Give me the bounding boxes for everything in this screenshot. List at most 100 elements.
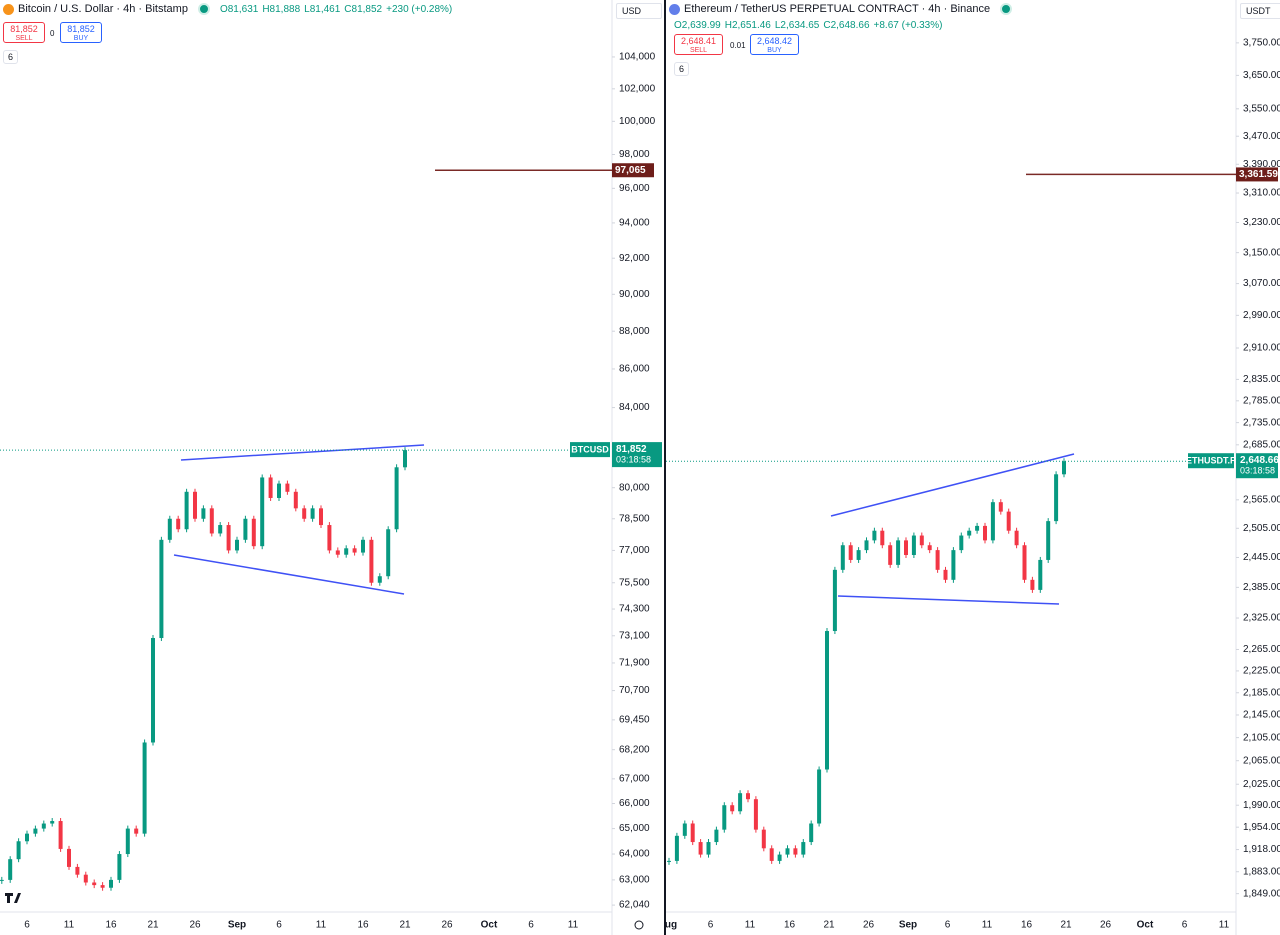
candle xyxy=(8,859,13,880)
candle xyxy=(935,550,940,570)
sell-price: 81,852 xyxy=(10,24,38,34)
y-tick-label: 71,900 xyxy=(619,658,650,669)
candle xyxy=(134,828,139,834)
x-tick-label: 11 xyxy=(745,920,756,931)
currency-select[interactable]: USDT xyxy=(1240,3,1280,19)
trend-line xyxy=(830,453,1075,517)
y-tick-label: 2,105.00 xyxy=(1243,732,1280,743)
last-price-label: 81,852 xyxy=(616,444,647,455)
symbol-title: Bitcoin / U.S. Dollar · 4h · Bitstamp xyxy=(18,3,188,15)
symbol-tag xyxy=(570,442,610,458)
symbol-icon xyxy=(669,3,680,15)
x-tick-label: Sep xyxy=(228,920,246,931)
x-tick-label: 11 xyxy=(568,920,579,931)
candle xyxy=(235,539,239,551)
ohlc-value: +8.67 (+0.33%) xyxy=(873,20,943,31)
y-tick-label: 92,000 xyxy=(619,253,650,264)
candle xyxy=(1046,521,1051,560)
candle xyxy=(167,518,172,540)
candle xyxy=(1030,579,1035,590)
candle xyxy=(975,525,980,531)
ohlc-value: H81,888 xyxy=(262,3,301,15)
candle xyxy=(911,535,916,556)
chart-pane: 104,000 102,000 100,000 98,000 96,000 94,000 9… xyxy=(0,0,666,935)
market-status xyxy=(1000,3,1013,15)
ohlc-values: O81,631 H81,888 L81,461 C81,852 +230 (+0.28%… xyxy=(220,4,456,15)
candle xyxy=(951,550,956,580)
y-tick-label: 69,450 xyxy=(619,715,650,726)
ohlc-value: C2,648.66 xyxy=(823,20,870,31)
candle xyxy=(33,828,38,834)
x-tick-label: 16 xyxy=(1021,920,1033,931)
sell-button[interactable]: 81,852 SELL xyxy=(3,22,45,43)
candle xyxy=(335,550,340,555)
trend-line xyxy=(180,444,425,461)
y-tick-label: 2,565.00 xyxy=(1243,494,1280,505)
x-tick-label: 21 xyxy=(147,920,159,931)
settings-icon xyxy=(634,920,644,930)
candle xyxy=(872,530,877,541)
candle xyxy=(761,829,766,849)
candle xyxy=(268,477,273,498)
y-tick-label: 1,883.00 xyxy=(1243,866,1280,877)
candle xyxy=(83,874,88,883)
trend-line xyxy=(837,595,1060,605)
y-tick-label: 77,000 xyxy=(619,545,650,556)
x-tick-label: 6 xyxy=(945,920,951,931)
candle xyxy=(793,848,798,855)
buy-price: 2,648.42 xyxy=(756,36,793,46)
candle xyxy=(159,539,164,639)
candle xyxy=(943,569,948,580)
y-tick-label: 98,000 xyxy=(619,149,650,160)
y-tick-label: 2,990.00 xyxy=(1243,310,1280,321)
y-tick-label: 88,000 xyxy=(619,326,650,337)
ohlc-value: +230 (+0.28%) xyxy=(386,3,453,15)
y-tick-label: 2,145.00 xyxy=(1243,710,1280,721)
y-tick-label: 2,025.00 xyxy=(1243,779,1280,790)
candle xyxy=(201,508,206,519)
trend-line xyxy=(173,554,405,595)
spread: 0.01 xyxy=(730,41,746,50)
candle xyxy=(667,860,671,862)
candle xyxy=(959,535,964,551)
chart-canvas: 3,750.00 3,650.00 3,550.00 3,470.00 3,390.00… xyxy=(666,0,1280,935)
y-tick-label: 3,470.00 xyxy=(1243,131,1280,142)
candle xyxy=(682,823,687,836)
candle xyxy=(832,569,837,632)
candle xyxy=(369,539,374,583)
candle xyxy=(1038,559,1043,590)
last-price-box xyxy=(1236,453,1278,479)
indicators-toggle[interactable]: 6 xyxy=(3,50,19,64)
indicators-toggle[interactable]: 6 xyxy=(674,62,690,76)
candle xyxy=(1006,511,1011,531)
y-tick-label: 86,000 xyxy=(619,364,650,375)
currency-select[interactable]: USD xyxy=(616,3,662,19)
sell-label: SELL xyxy=(15,35,33,42)
y-tick-label: 1,954.00 xyxy=(1243,822,1280,833)
buy-button[interactable]: 2,648.42 BUY xyxy=(750,34,799,55)
candle xyxy=(722,805,727,830)
candle xyxy=(746,793,750,800)
candle xyxy=(698,842,703,855)
candle xyxy=(260,477,265,547)
y-tick-label: 63,000 xyxy=(619,875,650,886)
x-tick-label: 21 xyxy=(1060,920,1072,931)
candle xyxy=(50,821,55,824)
ohlc-value: O2,639.99 xyxy=(674,20,721,31)
y-tick-label: 104,000 xyxy=(619,52,656,63)
candle xyxy=(58,821,63,849)
y-tick-label: 2,735.00 xyxy=(1243,417,1280,428)
candle xyxy=(344,548,349,555)
buy-button[interactable]: 81,852 BUY xyxy=(60,22,102,43)
y-tick-label: 96,000 xyxy=(619,183,650,194)
sell-button[interactable]: 2,648.41 SELL xyxy=(674,34,723,55)
x-tick-label: Oct xyxy=(1137,920,1154,931)
y-tick-label: 1,918.00 xyxy=(1243,844,1280,855)
symbol-tag-label: BTCUSD xyxy=(571,444,609,454)
buy-label: BUY xyxy=(73,35,89,42)
y-tick-label: 2,225.00 xyxy=(1243,666,1280,677)
ohlc-value: L81,461 xyxy=(304,3,341,15)
y-tick-label: 3,150.00 xyxy=(1243,247,1280,258)
x-tick-label: Sep xyxy=(899,920,917,931)
